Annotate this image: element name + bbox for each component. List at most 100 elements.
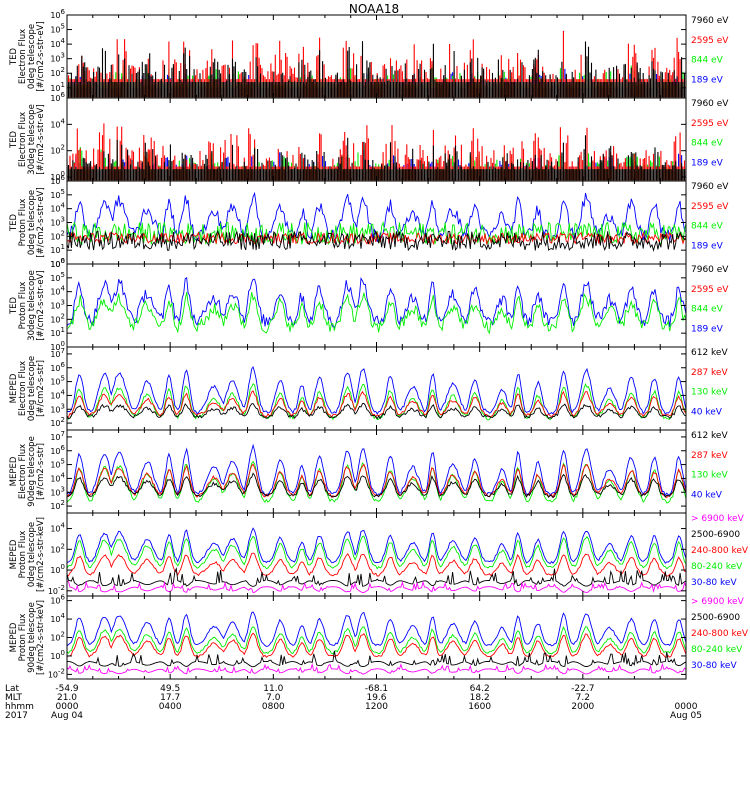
panel-traces	[67, 527, 686, 594]
series-trace	[67, 403, 686, 420]
x-tick-label: 0400	[159, 702, 182, 712]
y-tick-label: 104	[50, 522, 65, 534]
y-tick-label: 102	[50, 416, 65, 428]
y-axis-label-line: 0deg telescope	[27, 522, 37, 587]
y-tick-label: 103	[50, 299, 65, 311]
x-tick-label: 21.0	[57, 693, 77, 703]
series-trace	[67, 535, 686, 570]
x-row-label: hhmm	[5, 702, 34, 712]
series-trace	[67, 276, 686, 328]
y-axis-label-line: Electron Flux	[18, 444, 28, 499]
y-tick-label: 100	[50, 170, 65, 182]
y-tick-label: 102	[50, 229, 65, 241]
y-axis-label-line: 0deg telescope	[27, 24, 37, 89]
series-trace	[67, 580, 686, 594]
y-axis-label-line: MEPED	[9, 622, 19, 652]
x-tick-label: Aug 05	[670, 711, 702, 721]
panel-8: 10-2 100 102 104 106 MEPED Proton Flux 90deg te…	[9, 594, 749, 680]
y-tick-label: 10-2	[48, 584, 65, 596]
legend-entry: 30-80 keV	[691, 578, 737, 588]
x-tick-label: 19.6	[366, 693, 386, 703]
y-tick-label: 102	[50, 542, 65, 554]
y-tick-label: 105	[50, 23, 65, 35]
series-trace	[67, 382, 686, 421]
y-tick-label: 104	[50, 37, 65, 49]
y-axis-label-line: TED	[9, 130, 19, 149]
y-tick-label: 106	[50, 257, 65, 269]
y-axis-label-line: MEPED	[9, 539, 19, 569]
y-tick-label: 100	[50, 257, 65, 269]
legend-entry: 2595 eV	[691, 285, 729, 295]
x-tick-label: -68.1	[365, 684, 388, 694]
y-tick-label: 102	[50, 144, 65, 156]
legend-entry: 189 eV	[691, 75, 724, 85]
legend-entry: 2500-6900	[691, 530, 740, 540]
y-axis-label-line: [#/cm2-s-str-eV]	[36, 21, 46, 91]
y-axis-label-line: 0deg telescope	[27, 356, 37, 421]
legend-entry: 240-800 keV	[691, 629, 749, 639]
series-trace	[67, 611, 686, 647]
legend-entry: 2595 eV	[691, 202, 729, 212]
x-tick-label: -22.7	[571, 684, 594, 694]
x-tick-label: 0800	[262, 702, 285, 712]
y-tick-label: 106	[50, 361, 65, 373]
y-tick-label: 102	[50, 631, 65, 643]
legend-entry: 7960 eV	[691, 99, 729, 109]
x-tick-label: 49.5	[160, 684, 180, 694]
y-tick-label: 101	[50, 326, 65, 338]
legend-entry: 2595 eV	[691, 119, 729, 129]
legend-entry: 2500-6900	[691, 613, 740, 623]
y-axis-label-line: Proton Flux	[18, 614, 28, 662]
x-tick-label: 2000	[571, 702, 594, 712]
legend-entry: 189 eV	[691, 158, 724, 168]
legend-entry: 612 keV	[691, 431, 728, 441]
legend-entry: 7960 eV	[691, 265, 729, 275]
legend-entry: 2595 eV	[691, 36, 729, 46]
legend-entry: 130 keV	[691, 388, 728, 398]
y-tick-label: 102	[50, 312, 65, 324]
y-tick-label: 103	[50, 485, 65, 497]
panel-traces	[67, 366, 686, 421]
x-tick-label: 0000	[675, 702, 698, 712]
y-axis-label-line: 30deg telescope	[27, 270, 37, 341]
series-trace	[67, 463, 686, 499]
legend-entry: 30-80 keV	[691, 661, 737, 671]
series-trace	[67, 632, 686, 658]
x-tick-label: 7.0	[266, 693, 281, 703]
legend-entry: 844 eV	[691, 222, 724, 232]
legend-entry: 7960 eV	[691, 16, 729, 26]
figure-title: NOAA18	[349, 2, 399, 16]
y-tick-label: 103	[50, 216, 65, 228]
legend-entry: 40 keV	[691, 490, 723, 500]
legend-entry: 80-240 keV	[691, 562, 743, 572]
series-trace	[67, 527, 686, 565]
x-tick-label: 18.2	[470, 693, 490, 703]
x-tick-label: 1200	[365, 702, 388, 712]
y-tick-label: 101	[50, 81, 65, 93]
y-axis-label-line: [#/cm2-s-str-eV]	[36, 270, 46, 340]
y-axis-label-line: 30deg telescope	[27, 104, 37, 175]
y-tick-label: 102	[50, 66, 65, 78]
y-tick-label: 106	[50, 174, 65, 186]
x-tick-label: Aug 04	[51, 711, 83, 721]
x-tick-label: 1600	[468, 702, 491, 712]
legend-entry: 844 eV	[691, 305, 724, 315]
x-tick-label: 17.7	[160, 693, 180, 703]
y-tick-label: 105	[50, 458, 65, 470]
y-axis-label-line: [#/cm2-s-str]	[36, 443, 46, 500]
legend-entry: > 6900 keV	[691, 514, 745, 524]
series-trace	[67, 625, 686, 655]
legend-entry: 80-240 keV	[691, 645, 743, 655]
y-tick-label: 100	[50, 563, 65, 575]
x-tick-label: 0000	[56, 702, 79, 712]
x-row-label: Lat	[5, 684, 20, 694]
y-tick-label: 100	[50, 649, 65, 661]
series-trace	[67, 390, 686, 418]
y-tick-label: 105	[50, 271, 65, 283]
y-tick-label: 104	[50, 388, 65, 400]
series-trace	[67, 292, 686, 335]
series-trace	[67, 135, 686, 181]
series-trace	[67, 650, 686, 668]
